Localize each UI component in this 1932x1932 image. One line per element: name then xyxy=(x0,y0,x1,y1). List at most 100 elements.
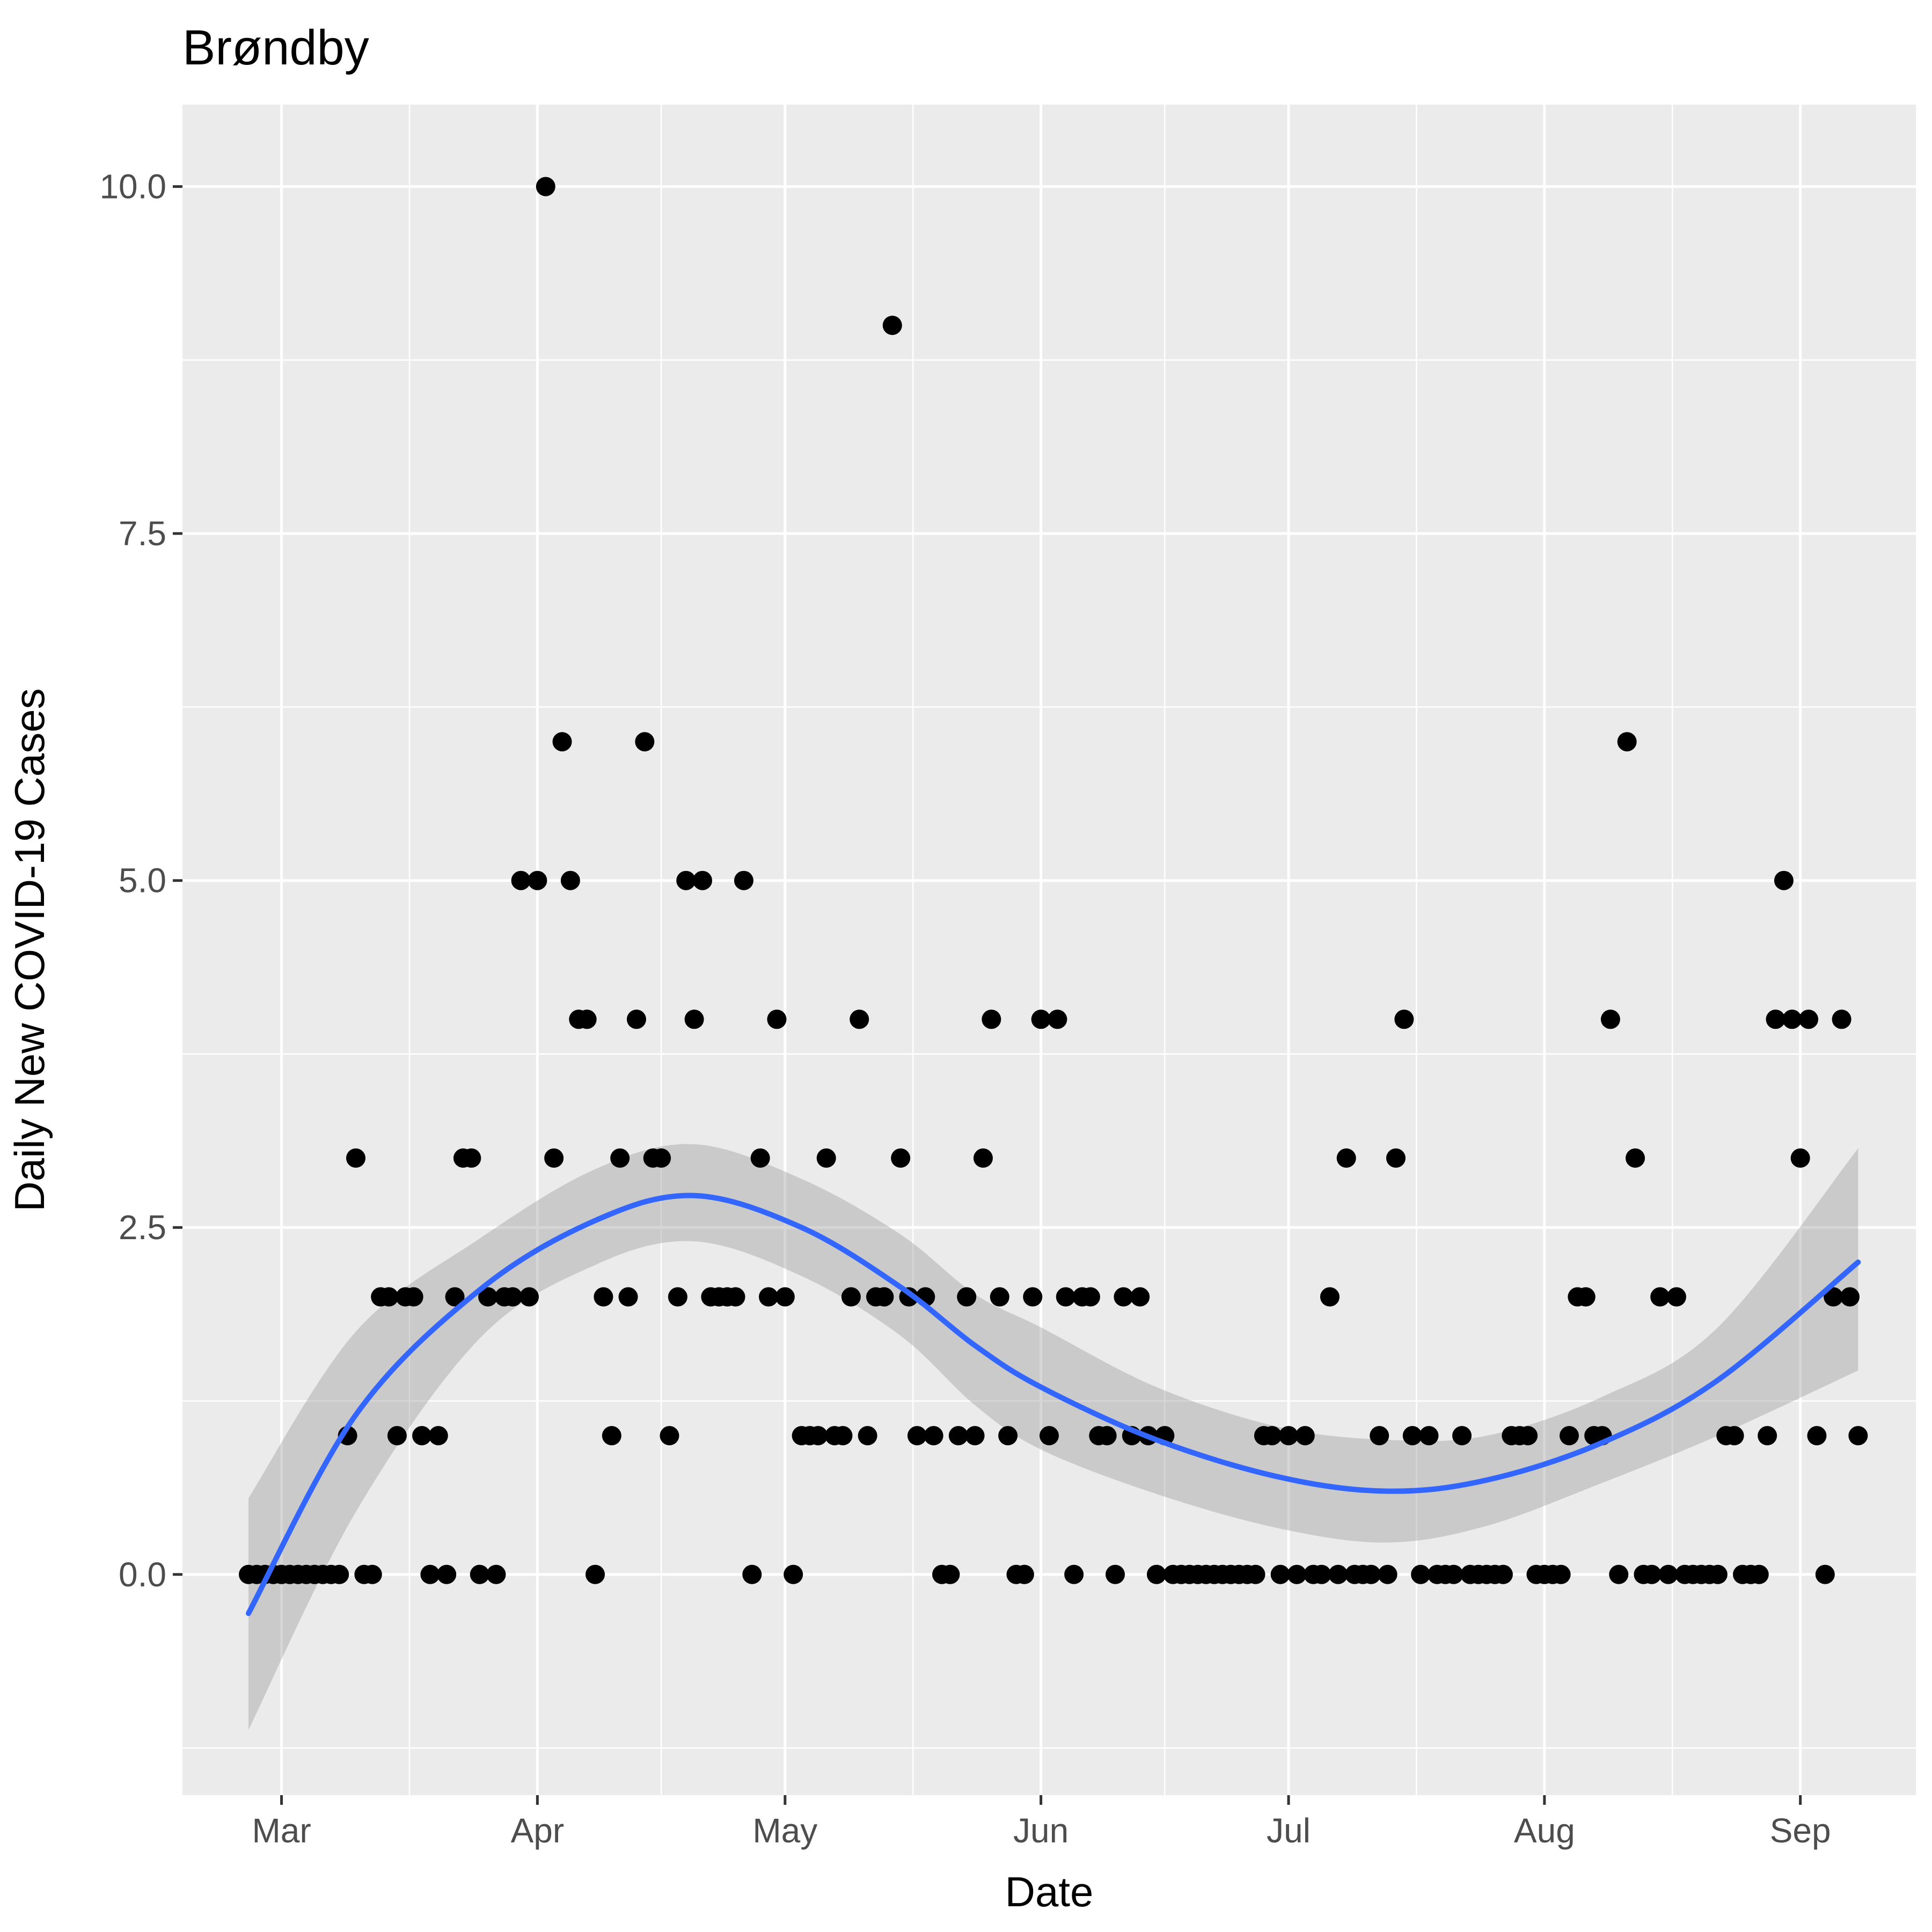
data-point xyxy=(1774,870,1794,890)
data-point xyxy=(1031,1009,1051,1029)
data-point xyxy=(1270,1564,1290,1584)
data-point xyxy=(816,1148,836,1168)
x-axis-title: Date xyxy=(1005,1868,1094,1915)
data-point xyxy=(1394,1009,1414,1029)
data-point xyxy=(577,1009,597,1029)
data-point xyxy=(742,1564,762,1584)
data-point xyxy=(420,1564,440,1584)
data-point xyxy=(626,1009,646,1029)
data-point xyxy=(784,1564,803,1584)
data-point xyxy=(536,177,555,196)
data-point xyxy=(1444,1564,1463,1584)
data-point xyxy=(404,1287,423,1307)
data-point xyxy=(1807,1426,1827,1446)
data-point xyxy=(841,1287,861,1307)
data-point xyxy=(726,1287,745,1307)
data-point xyxy=(1080,1287,1100,1307)
y-tick-label: 5.0 xyxy=(119,861,166,900)
data-point xyxy=(1262,1426,1282,1446)
data-point xyxy=(1402,1426,1422,1446)
data-point xyxy=(924,1426,943,1446)
data-point xyxy=(346,1148,365,1168)
data-point xyxy=(982,1009,1001,1029)
data-point xyxy=(973,1148,993,1168)
data-point xyxy=(1386,1148,1406,1168)
data-point xyxy=(552,732,572,752)
data-point xyxy=(1832,1009,1851,1029)
y-axis-title: Daily New COVID-19 Cases xyxy=(6,688,53,1211)
data-point xyxy=(775,1287,795,1307)
data-point xyxy=(362,1564,382,1584)
plot-panel xyxy=(182,105,1916,1795)
data-point xyxy=(808,1426,828,1446)
data-point xyxy=(1419,1426,1439,1446)
data-point xyxy=(1790,1148,1810,1168)
data-point xyxy=(660,1426,679,1446)
data-point xyxy=(948,1426,968,1446)
data-point xyxy=(445,1287,465,1307)
data-point xyxy=(586,1564,605,1584)
data-point xyxy=(1146,1564,1166,1584)
data-point xyxy=(1287,1564,1307,1584)
data-point xyxy=(594,1287,613,1307)
data-point xyxy=(379,1287,399,1307)
data-point xyxy=(1336,1148,1356,1168)
data-point xyxy=(1023,1287,1043,1307)
data-point xyxy=(1328,1564,1348,1584)
data-point xyxy=(1609,1564,1629,1584)
data-point xyxy=(1361,1564,1381,1584)
data-point xyxy=(1114,1287,1133,1307)
data-point xyxy=(1708,1564,1728,1584)
y-tick-label: 7.5 xyxy=(119,514,166,553)
data-point xyxy=(511,870,531,890)
data-point xyxy=(412,1426,432,1446)
data-point xyxy=(1097,1426,1117,1446)
data-point xyxy=(1626,1148,1645,1168)
data-point xyxy=(1782,1009,1802,1029)
data-point xyxy=(1766,1009,1785,1029)
data-point xyxy=(1106,1564,1125,1584)
data-point xyxy=(635,732,655,752)
data-point xyxy=(544,1148,564,1168)
chart-title: Brøndby xyxy=(182,20,369,75)
grid-lines xyxy=(182,105,1916,1795)
data-point xyxy=(1551,1564,1571,1584)
data-point xyxy=(528,870,547,890)
data-point xyxy=(882,316,902,335)
data-point xyxy=(1815,1564,1835,1584)
data-point xyxy=(891,1148,911,1168)
data-point xyxy=(1848,1426,1868,1446)
data-point xyxy=(330,1564,349,1584)
data-point xyxy=(734,870,753,890)
data-point xyxy=(462,1148,481,1168)
data-point xyxy=(387,1426,407,1446)
data-point xyxy=(1600,1009,1620,1029)
data-points xyxy=(239,177,1868,1584)
x-tick-label: Apr xyxy=(511,1811,565,1850)
data-point xyxy=(858,1426,877,1446)
data-point xyxy=(693,870,712,890)
data-point xyxy=(1246,1564,1265,1584)
data-point xyxy=(1493,1564,1513,1584)
data-point xyxy=(1650,1287,1670,1307)
data-point xyxy=(850,1009,869,1029)
data-point xyxy=(1295,1426,1315,1446)
data-point xyxy=(833,1426,853,1446)
data-point xyxy=(519,1287,539,1307)
data-point xyxy=(503,1287,523,1307)
smooth-line-layer xyxy=(246,1192,1861,1616)
data-point xyxy=(998,1426,1018,1446)
x-tick-label: Jul xyxy=(1267,1811,1311,1850)
data-point xyxy=(602,1426,621,1446)
data-point xyxy=(560,870,580,890)
data-point xyxy=(428,1426,448,1446)
smooth-trend-line xyxy=(246,1192,1861,1616)
data-point xyxy=(470,1564,489,1584)
data-point xyxy=(652,1148,671,1168)
data-point xyxy=(1064,1564,1084,1584)
data-point xyxy=(610,1148,630,1168)
data-point xyxy=(1617,732,1637,752)
data-point xyxy=(486,1564,506,1584)
data-point xyxy=(1824,1287,1843,1307)
